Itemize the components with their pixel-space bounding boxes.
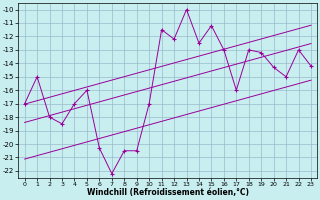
- X-axis label: Windchill (Refroidissement éolien,°C): Windchill (Refroidissement éolien,°C): [87, 188, 249, 197]
